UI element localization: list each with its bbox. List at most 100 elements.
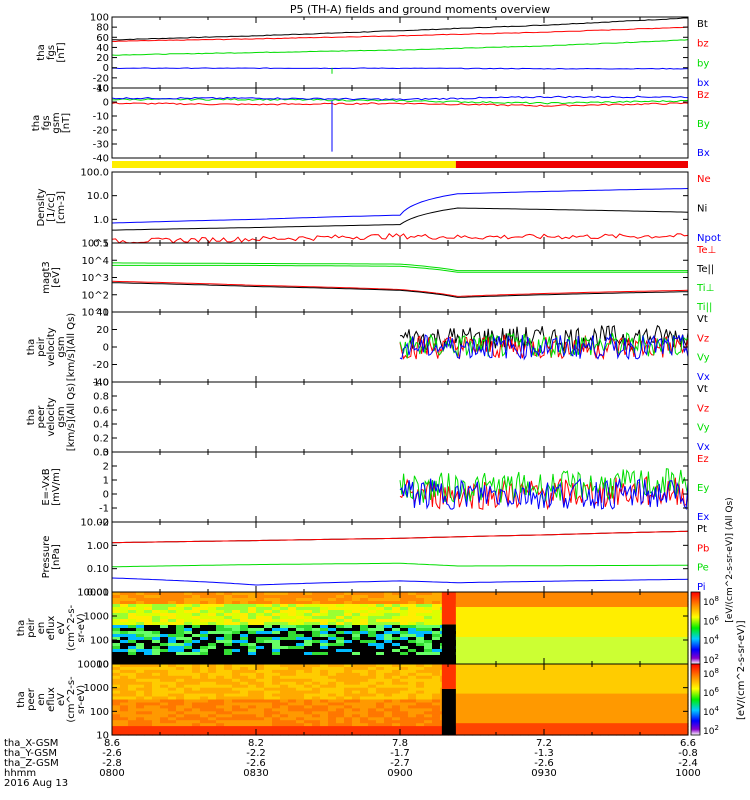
heatmap-cell: [200, 637, 209, 641]
heatmap-cell: [136, 598, 145, 602]
heatmap-cell: [368, 667, 377, 671]
heatmap-cell: [528, 723, 537, 727]
heatmap-cell: [232, 708, 241, 712]
heatmap-cell: [432, 661, 441, 665]
y-tick-label: 10000: [77, 660, 109, 671]
heatmap-cell: [344, 628, 353, 632]
heatmap-cell: [336, 598, 345, 602]
heatmap-cell: [160, 595, 169, 599]
heatmap-cell: [392, 684, 401, 689]
heatmap-cell: [424, 622, 433, 626]
heatmap-cell: [312, 655, 321, 659]
heatmap-cell: [360, 675, 369, 680]
heatmap-cell: [128, 631, 137, 635]
heatmap-cell: [560, 726, 569, 730]
heatmap-cell: [112, 717, 121, 721]
heatmap-cell: [152, 729, 161, 733]
y-axis-label-line: E=-VxB: [41, 468, 52, 505]
heatmap-cell: [216, 601, 225, 605]
heatmap-cell: [368, 649, 377, 653]
heatmap-cell: [296, 693, 305, 698]
colorbar-tick: 102: [703, 724, 719, 737]
heatmap-cell: [664, 622, 673, 626]
heatmap-cell: [456, 667, 465, 671]
heatmap-cell: [352, 652, 361, 656]
heatmap-cell: [480, 646, 489, 650]
heatmap-cell: [232, 592, 241, 596]
heatmap-cell: [488, 726, 497, 730]
heatmap-cell: [592, 669, 601, 674]
heatmap-cell: [208, 628, 217, 632]
heatmap-cell: [512, 607, 521, 611]
heatmap-cell: [184, 604, 193, 608]
heatmap-cell: [624, 684, 633, 689]
heatmap-cell: [392, 622, 401, 626]
heatmap-cell: [576, 613, 585, 617]
heatmap-cell: [288, 711, 297, 715]
heatmap-cell: [456, 693, 465, 698]
heatmap-cell: [144, 684, 153, 689]
heatmap-cell: [208, 720, 217, 724]
heatmap-cell: [112, 720, 121, 724]
heatmap-cell: [512, 693, 521, 698]
heatmap-cell: [240, 708, 249, 712]
heatmap-cell: [416, 702, 425, 707]
heatmap-cell: [280, 678, 289, 683]
heatmap-cell: [296, 607, 305, 611]
heatmap-cell: [336, 693, 345, 698]
heatmap-cell: [408, 669, 417, 674]
y-tick-label: 60: [96, 33, 109, 44]
heatmap-cell: [496, 616, 505, 620]
heatmap-cell: [408, 702, 417, 707]
heatmap-cell: [240, 595, 249, 599]
heatmap-cell: [504, 610, 513, 614]
heatmap-cell: [544, 669, 553, 674]
heatmap-cell: [328, 669, 337, 674]
legend-Vz: Vz: [697, 333, 709, 344]
heatmap-cell: [200, 652, 209, 656]
heatmap-cell: [384, 723, 393, 727]
heatmap-cell: [256, 595, 265, 599]
heatmap-cell: [344, 598, 353, 602]
heatmap-cell: [264, 687, 273, 692]
heatmap-cell: [200, 720, 209, 724]
legend-Ti⊥: Ti⊥: [696, 283, 714, 294]
heatmap-cell: [488, 613, 497, 617]
heatmap-cell: [472, 708, 481, 712]
heatmap-cell: [152, 661, 161, 665]
series-line-Vx: [399, 333, 689, 361]
heatmap-cell: [544, 619, 553, 623]
heatmap-cell: [576, 640, 585, 644]
heatmap-cell: [280, 675, 289, 680]
heatmap-cell: [592, 610, 601, 614]
heatmap-cell: [416, 619, 425, 623]
heatmap-cell: [624, 702, 633, 707]
heatmap-cell: [608, 690, 617, 695]
heatmap-cell: [664, 664, 673, 668]
heatmap-cell: [200, 696, 209, 701]
heatmap-cell: [200, 604, 209, 608]
heatmap-cell: [144, 634, 153, 638]
heatmap-cell: [456, 696, 465, 701]
heatmap-cell: [384, 610, 393, 614]
legend-Vz: Vz: [697, 403, 709, 414]
heatmap-cell: [384, 681, 393, 686]
heatmap-cell: [248, 664, 257, 668]
heatmap-cell: [288, 628, 297, 632]
y-axis-label-line: [nT]: [56, 42, 67, 62]
heatmap-cell: [512, 678, 521, 683]
heatmap-cell: [224, 705, 233, 709]
series-line-Bt: [111, 17, 689, 41]
heatmap-cell: [312, 658, 321, 662]
heatmap-cell: [360, 640, 369, 644]
heatmap-cell: [536, 678, 545, 683]
heatmap-cell: [680, 681, 689, 686]
heatmap-cell: [336, 634, 345, 638]
heatmap-cell: [472, 675, 481, 680]
heatmap-cell: [472, 705, 481, 709]
heatmap-cell: [136, 625, 145, 629]
heatmap-cell: [648, 652, 657, 656]
heatmap-cell: [160, 643, 169, 647]
heatmap-cell: [184, 669, 193, 674]
heatmap-cell: [632, 607, 641, 611]
